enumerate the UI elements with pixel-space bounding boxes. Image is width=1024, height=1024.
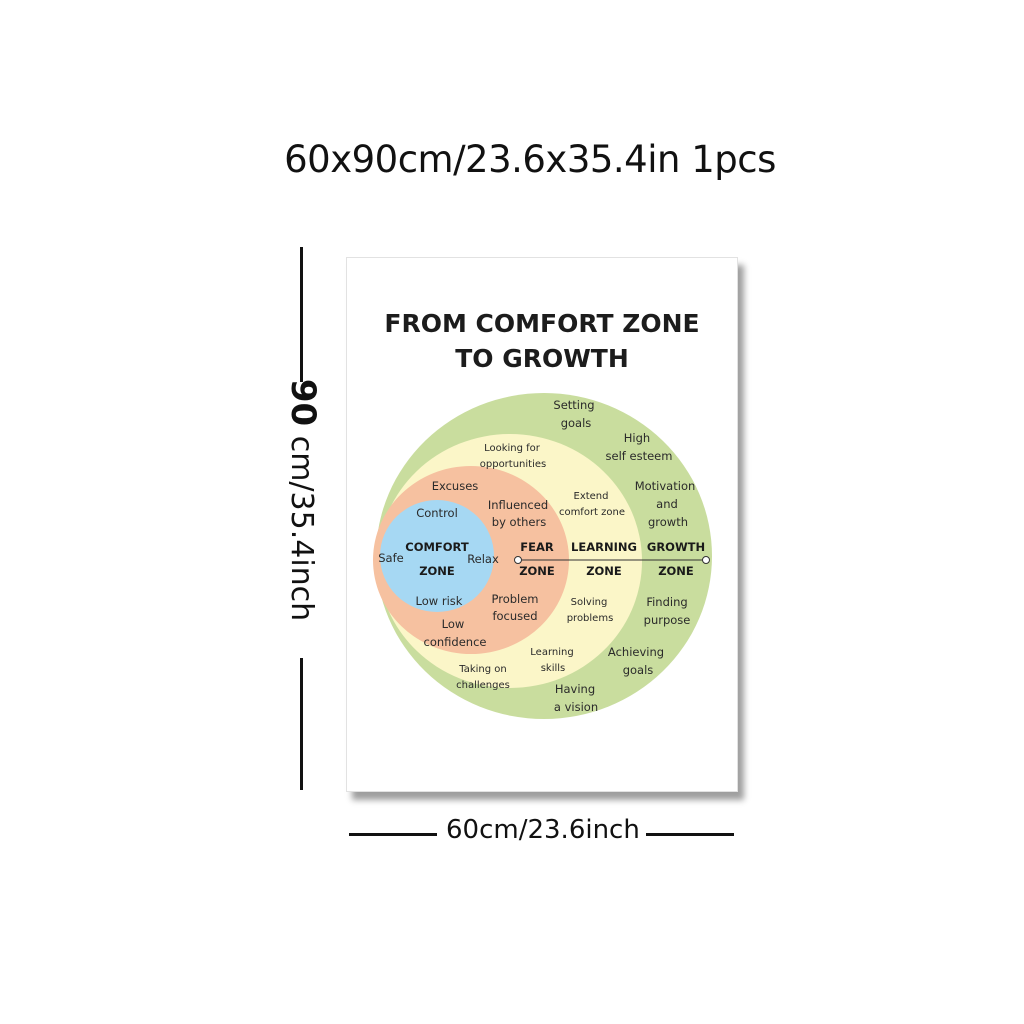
learning-item-learning: Learning — [530, 647, 573, 658]
height-dimension-line-top — [300, 247, 303, 382]
poster: FROM COMFORT ZONE TO GROWTH COMFORT ZONE… — [346, 257, 738, 792]
learning-item-skills: skills — [541, 663, 566, 674]
comfort-item-low-risk: Low risk — [416, 594, 463, 608]
growth-item-a-vision: a vision — [554, 700, 598, 714]
height-unit: cm/35.4inch — [284, 435, 319, 622]
learning-item-comfort-zone: comfort zone — [559, 507, 625, 518]
axis-end-marker — [702, 556, 710, 564]
growth-item-high: High — [624, 431, 650, 445]
fear-item-by-others: by others — [492, 515, 546, 529]
zones-diagram: COMFORT ZONE Control Safe Relax Low risk… — [373, 393, 712, 719]
growth-item-goals: goals — [561, 416, 592, 430]
width-dimension-label: 60cm/23.6inch — [446, 815, 640, 845]
learning-item-looking-for: Looking for — [484, 443, 541, 454]
growth-zone-label-2: ZONE — [658, 564, 694, 578]
growth-item-purpose: purpose — [644, 613, 691, 627]
growth-item-achieving-goals: goals — [623, 663, 654, 677]
learning-zone-label-2: ZONE — [586, 564, 622, 578]
growth-item-finding: Finding — [646, 595, 687, 609]
learning-item-opportunities: opportunities — [480, 459, 546, 470]
width-dimension-line-left — [349, 833, 437, 836]
size-headline: 60x90cm/23.6x35.4in 1pcs — [284, 138, 776, 181]
comfort-zone-label-1: COMFORT — [405, 540, 469, 554]
fear-item-influenced: Influenced — [488, 498, 548, 512]
height-dimension-label: 90 cm/35.4inch — [283, 379, 323, 621]
growth-item-self-esteem: self esteem — [606, 449, 673, 463]
comfort-zone-label-2: ZONE — [419, 564, 455, 578]
growth-zone-label-1: GROWTH — [647, 540, 705, 554]
learning-item-taking-on: Taking on — [458, 664, 506, 675]
width-dimension-line-right — [646, 833, 734, 836]
learning-zone-label-1: LEARNING — [571, 540, 637, 554]
growth-item-growth: growth — [648, 515, 688, 529]
poster-title-line-2: TO GROWTH — [455, 344, 629, 373]
fear-zone-label-2: ZONE — [519, 564, 555, 578]
learning-item-extend: Extend — [574, 491, 609, 502]
height-dimension-line-bottom — [300, 658, 303, 790]
growth-item-motivation: Motivation — [635, 479, 696, 493]
poster-title-line-1: FROM COMFORT ZONE — [384, 309, 700, 338]
fear-item-excuses: Excuses — [432, 479, 479, 493]
comfort-zone-circle — [380, 500, 494, 612]
fear-item-problem: Problem — [491, 592, 538, 606]
comfort-item-control: Control — [416, 506, 458, 520]
fear-item-focused: focused — [492, 609, 537, 623]
poster-title: FROM COMFORT ZONE TO GROWTH — [347, 306, 737, 376]
growth-item-having: Having — [555, 682, 595, 696]
comfort-item-relax: Relax — [467, 552, 499, 566]
axis-start-marker — [514, 556, 522, 564]
fear-zone-label-1: FEAR — [520, 540, 554, 554]
comfort-item-safe: Safe — [378, 551, 403, 565]
growth-item-setting: Setting — [553, 398, 594, 412]
height-number: 90 — [283, 378, 323, 427]
learning-item-challenges: challenges — [456, 680, 510, 691]
fear-item-confidence: confidence — [424, 635, 487, 649]
growth-item-achieving: Achieving — [608, 645, 664, 659]
growth-item-and: and — [656, 497, 678, 511]
fear-item-low: Low — [442, 617, 465, 631]
learning-item-problems: problems — [567, 613, 614, 624]
learning-item-solving: Solving — [571, 597, 608, 608]
